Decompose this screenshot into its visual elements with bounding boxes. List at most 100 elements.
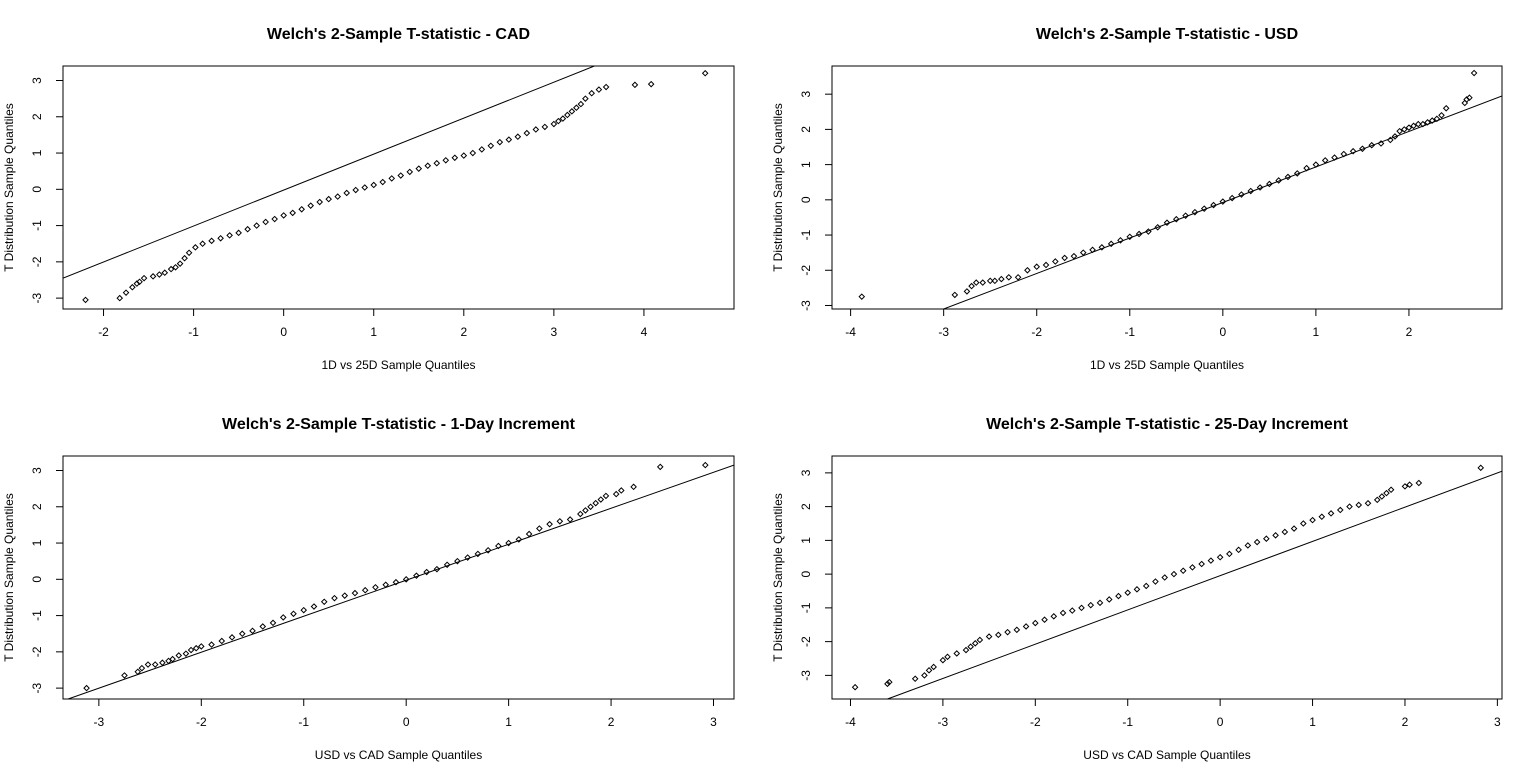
x-tick-label: 2 bbox=[1402, 715, 1409, 729]
data-point bbox=[235, 229, 242, 237]
data-point bbox=[169, 655, 176, 663]
data-point bbox=[423, 568, 430, 576]
data-point bbox=[962, 646, 970, 654]
data-point bbox=[1405, 124, 1413, 131]
x-tick-label: -3 bbox=[938, 715, 949, 729]
x-tick-label: 0 bbox=[280, 325, 287, 339]
data-point bbox=[343, 189, 351, 197]
data-point bbox=[1013, 626, 1021, 634]
data-point bbox=[971, 640, 979, 647]
data-point bbox=[568, 108, 576, 115]
y-tick-label: 2 bbox=[799, 126, 813, 133]
data-point bbox=[469, 149, 477, 157]
data-point bbox=[505, 136, 513, 143]
data-point bbox=[1266, 180, 1273, 188]
data-point bbox=[1219, 198, 1227, 205]
y-tick-label: 0 bbox=[799, 196, 813, 203]
data-point bbox=[167, 265, 175, 273]
data-point bbox=[316, 198, 323, 206]
data-point bbox=[460, 152, 468, 159]
data-point bbox=[495, 542, 502, 550]
data-point bbox=[185, 249, 193, 257]
x-tick-label: -4 bbox=[845, 325, 856, 339]
x-tick-label: -1 bbox=[188, 325, 199, 339]
data-point bbox=[967, 643, 974, 650]
data-point bbox=[985, 633, 993, 640]
data-point bbox=[963, 288, 971, 295]
data-point bbox=[602, 83, 610, 91]
data-point bbox=[1163, 219, 1171, 227]
x-tick-label: -2 bbox=[1030, 715, 1041, 729]
data-point bbox=[478, 146, 486, 153]
data-point bbox=[566, 516, 574, 523]
data-point bbox=[631, 81, 639, 89]
data-point bbox=[1272, 532, 1279, 539]
data-point bbox=[228, 634, 236, 641]
data-point bbox=[1387, 486, 1395, 494]
data-point bbox=[618, 487, 625, 494]
y-tick-label: 1 bbox=[30, 149, 44, 156]
chart-title: Welch's 2-Sample T-statistic - USD bbox=[1036, 26, 1298, 43]
data-point bbox=[1396, 127, 1403, 135]
data-point bbox=[331, 594, 338, 602]
data-point bbox=[1477, 464, 1485, 472]
data-point bbox=[175, 652, 183, 659]
data-point bbox=[176, 260, 184, 267]
data-point bbox=[300, 606, 308, 614]
data-point bbox=[556, 517, 564, 525]
data-point bbox=[1442, 104, 1450, 112]
y-tick-label: 0 bbox=[30, 186, 44, 193]
chart-title: Welch's 2-Sample T-statistic - CAD bbox=[267, 26, 530, 43]
data-point bbox=[307, 202, 314, 209]
data-point bbox=[1400, 126, 1408, 133]
data-point bbox=[555, 117, 562, 125]
data-point bbox=[541, 123, 549, 131]
data-point bbox=[1461, 99, 1469, 107]
data-point bbox=[546, 520, 553, 528]
x-tick-label: -3 bbox=[938, 325, 949, 339]
data-point bbox=[1096, 599, 1104, 607]
data-point bbox=[1216, 553, 1224, 561]
data-point bbox=[1438, 111, 1445, 119]
data-point bbox=[582, 95, 589, 102]
chart-panel-4: Welch's 2-Sample T-statistic - 25-Day In… bbox=[771, 416, 1503, 762]
data-point bbox=[1154, 223, 1162, 231]
data-point bbox=[1228, 194, 1236, 202]
data-point bbox=[1293, 170, 1301, 177]
data-point bbox=[187, 646, 195, 654]
y-tick-label: -1 bbox=[799, 229, 813, 240]
data-point bbox=[998, 275, 1005, 283]
data-point bbox=[976, 636, 984, 644]
data-point bbox=[1207, 557, 1215, 564]
data-point bbox=[1378, 493, 1386, 500]
data-point bbox=[1318, 513, 1326, 521]
chart-panel-1: Welch's 2-Sample T-statistic - CAD 1D vs … bbox=[2, 26, 735, 372]
x-tick-label: 0 bbox=[1217, 715, 1224, 729]
data-point bbox=[392, 578, 400, 586]
data-point bbox=[192, 244, 199, 251]
data-point bbox=[647, 80, 655, 88]
data-point bbox=[1041, 616, 1048, 623]
data-point bbox=[1142, 582, 1150, 590]
reference-line bbox=[943, 95, 1502, 309]
data-point bbox=[129, 283, 136, 291]
data-point bbox=[1004, 628, 1011, 636]
data-point bbox=[182, 650, 190, 657]
x-tick-label: -2 bbox=[196, 715, 207, 729]
data-point bbox=[573, 104, 580, 112]
chart-title: Welch's 2-Sample T-statistic - 1-Day Inc… bbox=[222, 416, 576, 433]
data-point bbox=[1189, 564, 1196, 571]
data-point bbox=[1170, 570, 1178, 578]
data-point bbox=[253, 222, 260, 229]
y-tick-label: -2 bbox=[799, 265, 813, 276]
y-tick-label: 1 bbox=[799, 537, 813, 544]
x-tick-label: 2 bbox=[460, 325, 467, 339]
data-point bbox=[1359, 145, 1366, 153]
data-point bbox=[953, 650, 961, 657]
data-point bbox=[388, 175, 396, 182]
data-point bbox=[1470, 69, 1478, 77]
chart-panel-3: Welch's 2-Sample T-statistic - 1-Day Inc… bbox=[2, 416, 735, 762]
data-point bbox=[592, 499, 600, 507]
data-point bbox=[588, 89, 596, 97]
y-tick-label: -3 bbox=[799, 300, 813, 311]
